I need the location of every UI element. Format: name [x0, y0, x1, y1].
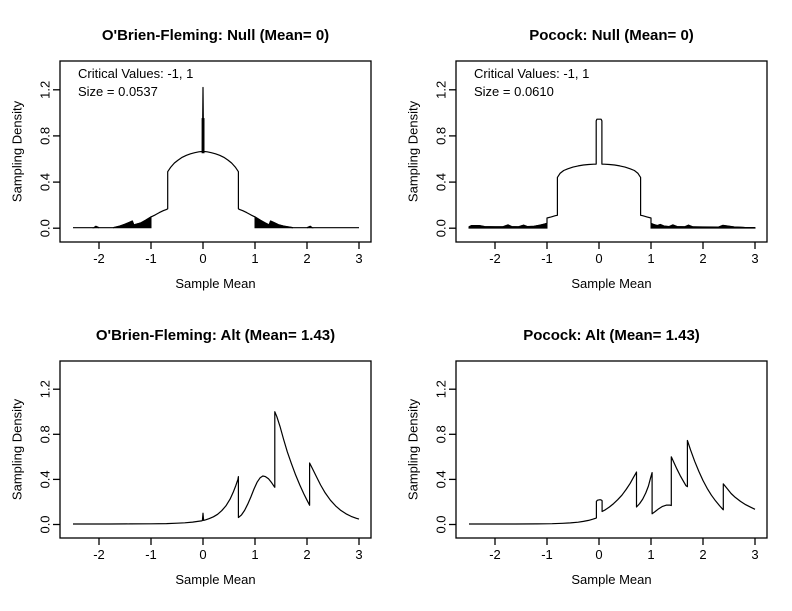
chart-svg-obf-null: -2 -1 0 1 2 3 0.0 0.4 0.8 1.2 Sample Mean Sampling …: [0, 0, 396, 306]
x-tick-label: -2: [489, 547, 501, 562]
x-tick-label: 3: [355, 251, 362, 266]
annotation-line: Critical Values: -1, 1: [474, 66, 589, 81]
panel-pocock-null: -2 -1 0 1 2 3 0.0 0.4 0.8 1.2 Sample Mean Sampling …: [396, 0, 792, 306]
panel-background: [396, 306, 792, 611]
y-axis-label: Sampling Density: [10, 100, 25, 202]
x-tick-label: -1: [541, 547, 553, 562]
x-axis-label: Sample Mean: [175, 276, 255, 291]
chart-svg-obf-alt: -2 -1 0 1 2 3 0.0 0.4 0.8 1.2 Sample Mean Sampling …: [0, 306, 396, 611]
chart-svg-pocock-null: -2 -1 0 1 2 3 0.0 0.4 0.8 1.2 Sample Mean Sampling …: [396, 0, 792, 306]
density-curve: [468, 118, 756, 229]
panel-title: Pocock: Alt (Mean= 1.43): [523, 327, 700, 344]
panel-background: [396, 0, 792, 306]
y-tick-label: 0.4: [38, 173, 53, 191]
plot-box: [455, 60, 768, 243]
y-tick-label: 0.0: [434, 515, 449, 533]
panel-background: [0, 0, 396, 306]
x-tick-label: -2: [93, 251, 105, 266]
y-tick-label: 0.8: [434, 425, 449, 443]
panel-title: O'Brien-Fleming: Alt (Mean= 1.43): [96, 327, 335, 344]
y-tick-label: 1.2: [434, 81, 449, 99]
density-curve: [73, 86, 359, 229]
panel-obrien-fleming-alt: -2 -1 0 1 2 3 0.0 0.4 0.8 1.2 Sample Mean Sampling …: [0, 306, 396, 611]
x-tick-label: 3: [751, 547, 758, 562]
y-tick-label: 0.8: [38, 425, 53, 443]
y-tick-label: 0.4: [434, 470, 449, 488]
x-tick-label: -1: [145, 251, 157, 266]
plot-box: [59, 360, 372, 539]
y-tick-label: 0.0: [38, 515, 53, 533]
panel-pocock-alt: -2 -1 0 1 2 3 0.0 0.4 0.8 1.2 Sample Mean Sampling …: [396, 306, 792, 611]
chart-svg-pocock-alt: -2 -1 0 1 2 3 0.0 0.4 0.8 1.2 Sample Mean Sampling …: [396, 306, 792, 611]
panel-title: Pocock: Null (Mean= 0): [529, 27, 694, 44]
annotation-line: Size = 0.0610: [474, 84, 554, 99]
y-axis-label: Sampling Density: [406, 100, 421, 202]
y-tick-label: 0.4: [434, 173, 449, 191]
y-axis-label: Sampling Density: [406, 398, 421, 500]
x-tick-label: 1: [251, 547, 258, 562]
x-tick-label: 1: [647, 547, 654, 562]
y-tick-label: 0.0: [434, 219, 449, 237]
x-axis-label: Sample Mean: [175, 572, 255, 587]
y-tick-label: 1.2: [434, 380, 449, 398]
y-tick-label: 1.2: [38, 81, 53, 99]
annotation-line: Size = 0.0537: [78, 84, 158, 99]
y-axis-label: Sampling Density: [10, 398, 25, 500]
x-tick-label: 2: [303, 251, 310, 266]
x-tick-label: 0: [595, 251, 602, 266]
x-tick-label: -1: [145, 547, 157, 562]
panel-title: O'Brien-Fleming: Null (Mean= 0): [102, 27, 329, 44]
x-tick-label: 2: [699, 547, 706, 562]
x-tick-label: 1: [251, 251, 258, 266]
x-axis-label: Sample Mean: [571, 572, 651, 587]
y-tick-label: 0.0: [38, 219, 53, 237]
x-tick-label: -1: [541, 251, 553, 266]
x-axis-label: Sample Mean: [571, 276, 651, 291]
x-tick-label: 3: [751, 251, 758, 266]
x-tick-label: 0: [199, 251, 206, 266]
panel-background: [0, 306, 396, 611]
y-tick-label: 0.8: [434, 127, 449, 145]
x-tick-label: -2: [93, 547, 105, 562]
y-tick-label: 0.4: [38, 470, 53, 488]
x-tick-label: 1: [647, 251, 654, 266]
x-tick-label: -2: [489, 251, 501, 266]
panel-obrien-fleming-null: -2 -1 0 1 2 3 0.0 0.4 0.8 1.2 Sample Mean Sampling …: [0, 0, 396, 306]
x-tick-label: 2: [303, 547, 310, 562]
y-tick-label: 0.8: [38, 127, 53, 145]
x-tick-label: 3: [355, 547, 362, 562]
plot-box: [455, 360, 768, 539]
x-tick-label: 0: [595, 547, 602, 562]
density-curve: [469, 439, 756, 525]
density-curve: [73, 411, 360, 525]
annotation-line: Critical Values: -1, 1: [78, 66, 193, 81]
x-tick-label: 0: [199, 547, 206, 562]
x-tick-label: 2: [699, 251, 706, 266]
plot-box: [59, 60, 372, 243]
y-tick-label: 1.2: [38, 380, 53, 398]
